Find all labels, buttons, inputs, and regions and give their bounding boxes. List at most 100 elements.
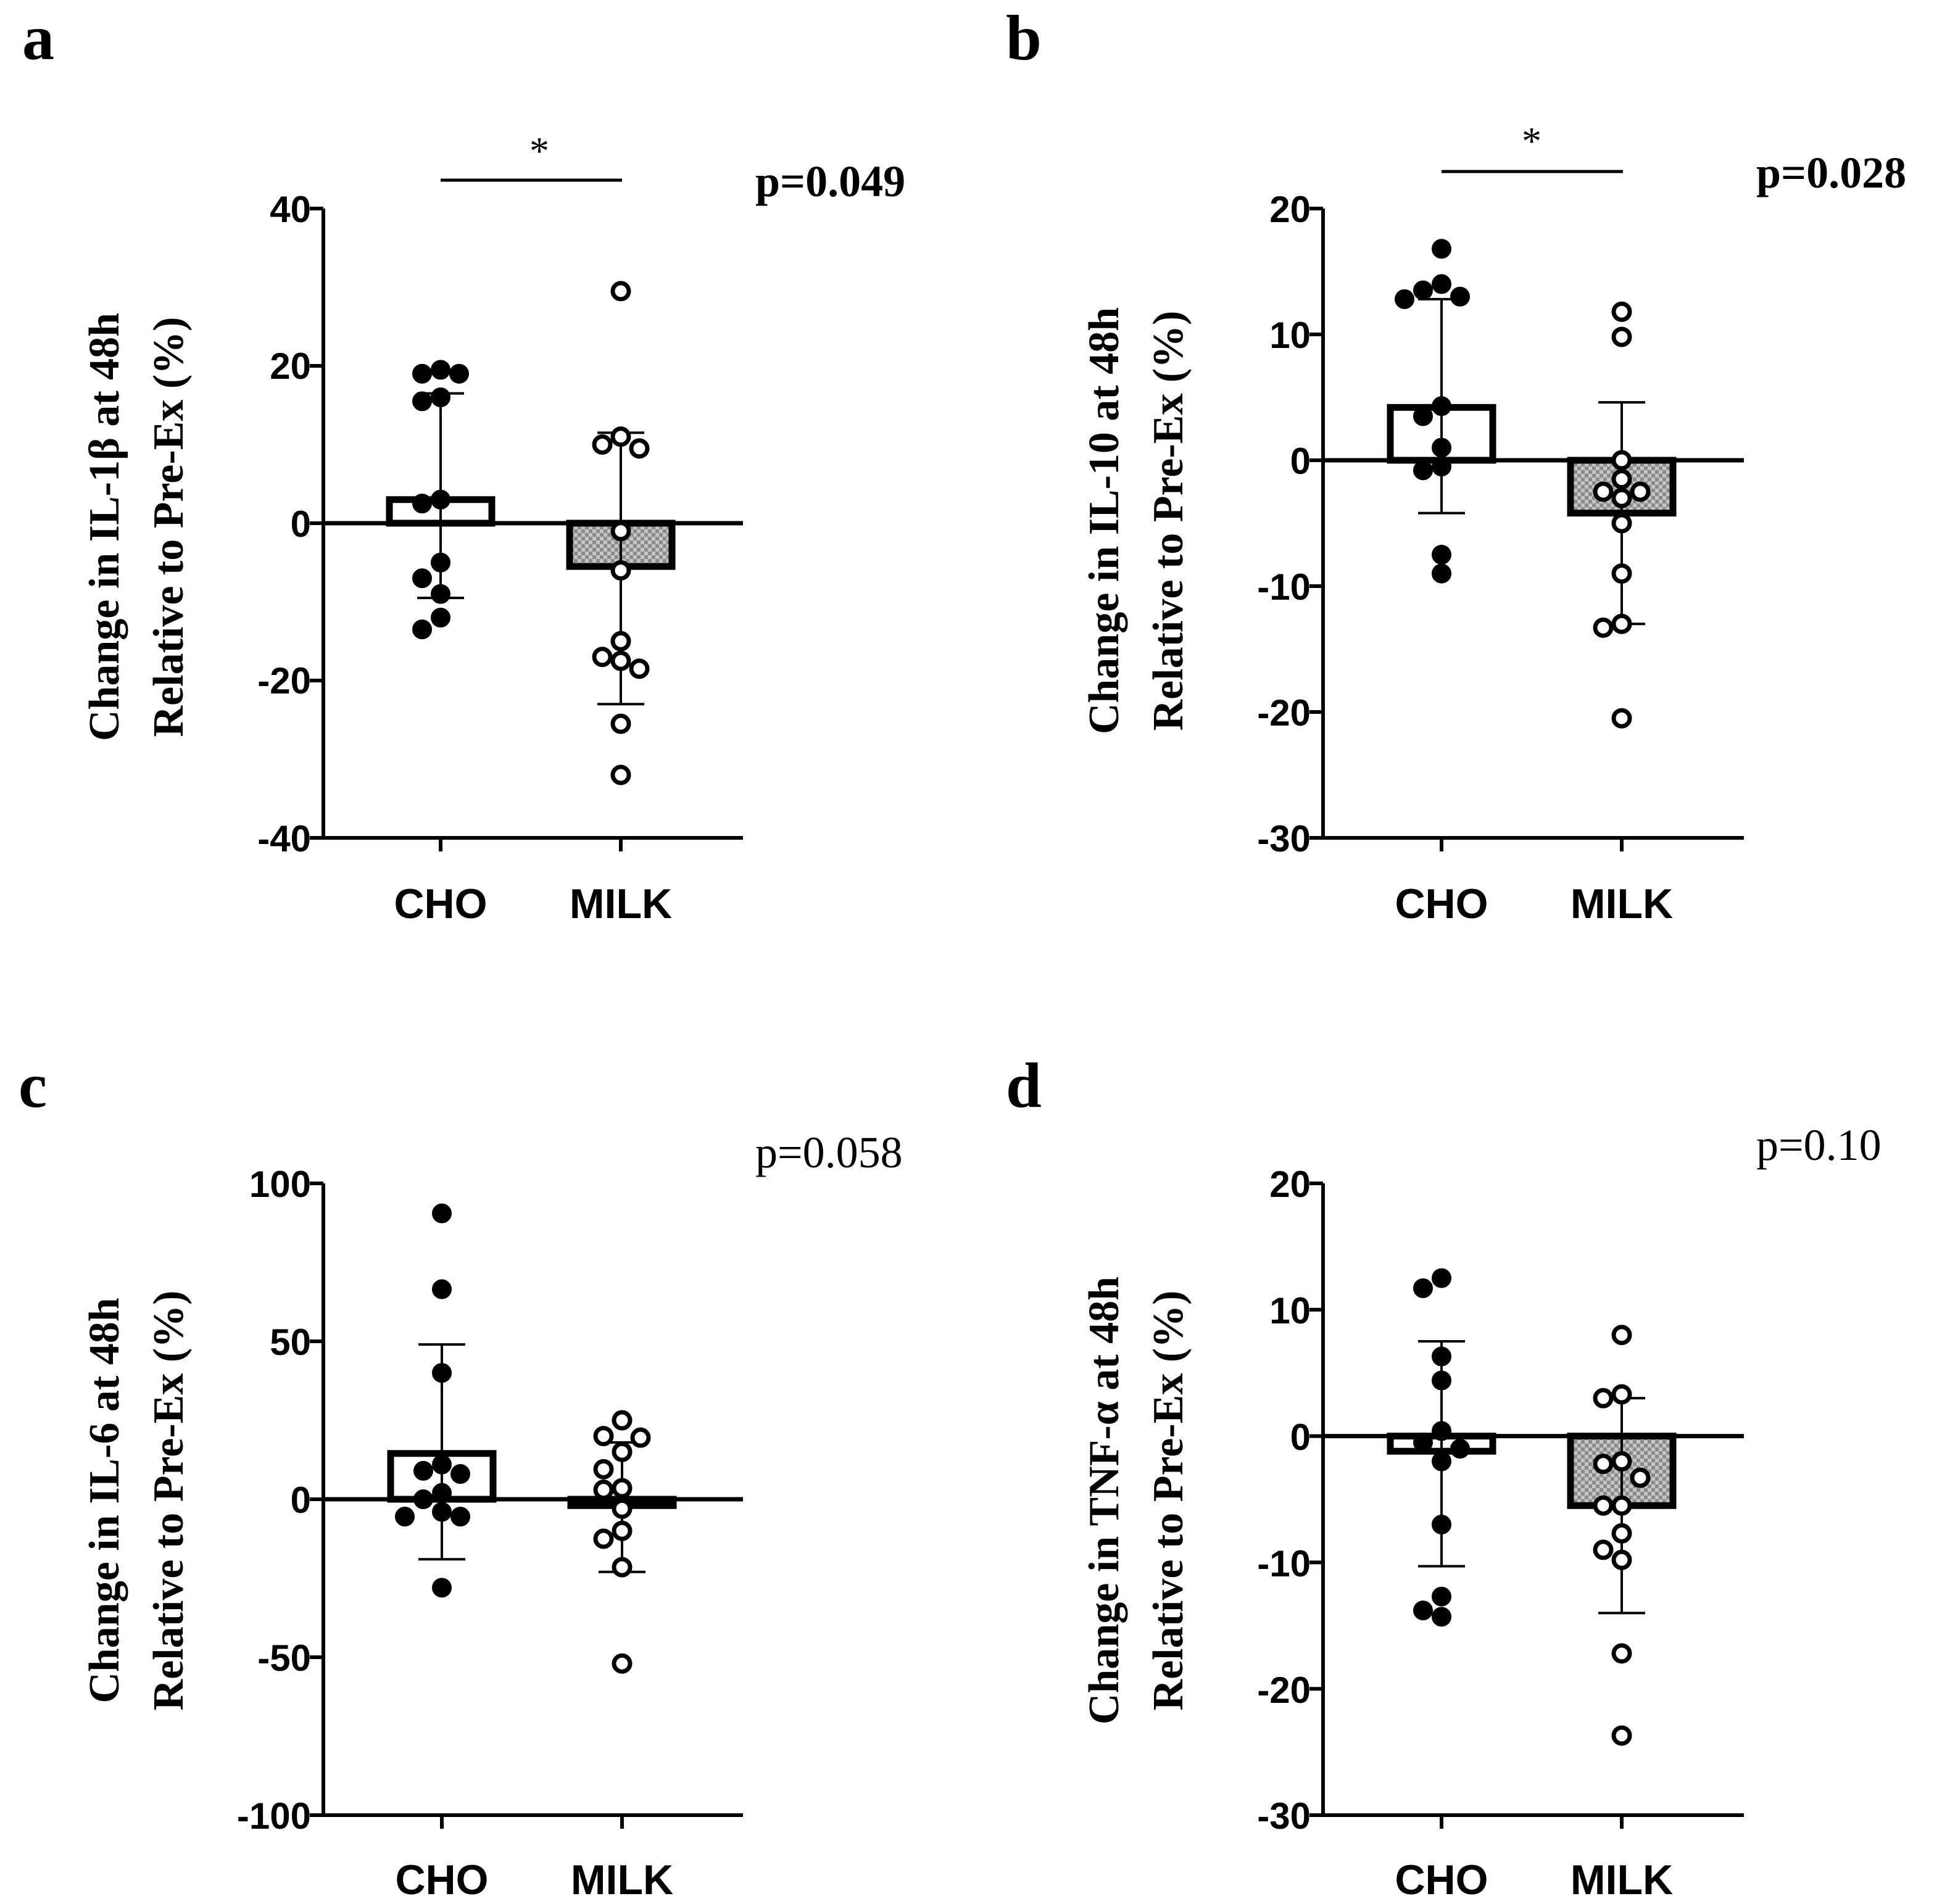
plot-area-c: [310, 1182, 743, 1829]
data-point-milk: [593, 1480, 614, 1500]
data-point-milk: [630, 1427, 651, 1448]
data-point-milk: [1611, 469, 1632, 490]
data-point-milk: [1611, 301, 1632, 322]
data-point-cho: [1413, 1432, 1433, 1452]
data-point-cho: [412, 494, 432, 514]
data-point-cho: [1432, 1514, 1451, 1534]
data-point-cho: [432, 1279, 452, 1299]
y-tick-label-a-3: -20: [257, 660, 311, 702]
data-point-cho: [432, 1502, 452, 1522]
panel-letter-c: c: [19, 1050, 47, 1121]
data-point-cho: [412, 619, 432, 640]
data-point-milk: [1630, 1467, 1651, 1488]
y-tick-label-b-2: 0: [1290, 441, 1311, 482]
data-point-cho: [1432, 563, 1451, 584]
data-point-milk: [1611, 1451, 1632, 1472]
data-point-cho: [431, 552, 450, 573]
significance-star-b: *: [1522, 119, 1542, 163]
data-point-milk: [1593, 481, 1614, 502]
panel-b: b * p=0.028 Change in IL-10 at 48h Relat…: [1006, 2, 1906, 927]
plot-area-b: [1309, 207, 1744, 851]
data-point-cho: [1432, 1268, 1451, 1288]
data-point-milk: [612, 1498, 633, 1519]
data-point-cho: [1413, 1600, 1433, 1621]
y-tick-label-b-4: -20: [1257, 692, 1311, 734]
x-category-label-b-milk: MILK: [1571, 880, 1673, 927]
data-point-milk: [612, 1441, 633, 1462]
data-point-cho: [431, 608, 450, 627]
data-point-milk: [1611, 1725, 1632, 1746]
y-tick-label-b-5: -30: [1257, 818, 1311, 859]
x-category-label-d-milk: MILK: [1571, 1856, 1673, 1903]
data-point-milk: [1611, 708, 1632, 729]
p-value-a: p=0.049: [755, 157, 905, 206]
data-point-milk: [610, 631, 631, 652]
data-point-milk: [1611, 1384, 1632, 1405]
data-point-cho: [450, 1507, 470, 1527]
y-tick-label-c-2: 0: [291, 1480, 311, 1521]
data-point-milk: [629, 438, 650, 459]
y-axis-label-a-line1: Change in IL-1β at 48h: [81, 313, 128, 741]
data-point-milk: [1611, 326, 1632, 347]
y-tick-label-a-2: 0: [291, 503, 311, 545]
data-point-cho: [1432, 457, 1451, 477]
p-value-b: p=0.028: [1756, 148, 1906, 197]
data-point-cho: [1450, 1439, 1470, 1459]
data-point-cho: [413, 1489, 433, 1509]
y-tick-label-d-2: 0: [1290, 1417, 1311, 1458]
data-point-cho: [432, 1483, 452, 1503]
data-point-milk: [593, 1459, 614, 1480]
y-tick-label-c-1: 50: [270, 1322, 311, 1363]
data-point-milk: [610, 650, 631, 671]
data-point-milk: [612, 1653, 633, 1674]
y-tick-label-a-4: -40: [257, 818, 311, 859]
data-point-milk: [593, 1528, 614, 1549]
data-point-cho: [450, 1464, 470, 1484]
data-point-cho: [1450, 286, 1470, 307]
y-tick-label-a-1: 20: [270, 346, 311, 387]
y-tick-label-d-0: 20: [1269, 1164, 1311, 1205]
x-category-label-a-milk: MILK: [570, 880, 672, 927]
x-category-label-c-cho: CHO: [395, 1856, 488, 1903]
data-point-cho: [1395, 289, 1414, 309]
data-point-milk: [1611, 513, 1632, 534]
y-axis-label-b-line2: Relative to Pre-Ex (%): [1145, 311, 1192, 731]
data-point-cho: [1432, 1607, 1451, 1627]
y-axis-label-d-line1: Change in TNF-α at 48h: [1081, 1277, 1128, 1724]
data-point-cho: [1413, 460, 1433, 481]
panel-letter-a: a: [22, 2, 54, 73]
data-point-cho: [395, 1507, 415, 1527]
data-point-milk: [1611, 563, 1632, 584]
y-axis-label-a-line2: Relative to Pre-Ex (%): [145, 317, 193, 737]
data-point-cho: [1432, 396, 1451, 416]
data-point-cho: [1432, 1421, 1451, 1441]
data-point-cho: [431, 584, 450, 604]
data-point-milk: [610, 281, 631, 302]
data-point-milk: [593, 1426, 614, 1447]
data-point-milk: [1611, 613, 1632, 634]
x-category-label-a-cho: CHO: [394, 880, 487, 927]
data-point-cho: [1432, 1346, 1451, 1367]
data-point-cho: [1432, 274, 1451, 294]
data-point-cho: [1413, 406, 1433, 426]
data-point-cho: [432, 1203, 452, 1223]
y-tick-label-d-3: -10: [1257, 1543, 1311, 1584]
data-point-cho: [431, 360, 450, 380]
data-point-milk: [1611, 1643, 1632, 1664]
data-point-milk: [629, 658, 650, 679]
panel-a: a * p=0.049 Change in IL-1β at 48h Relat…: [22, 2, 905, 927]
y-tick-label-c-0: 100: [249, 1164, 311, 1205]
data-point-milk: [1611, 1495, 1632, 1516]
data-point-milk: [610, 560, 631, 581]
significance-star-a: *: [529, 129, 549, 173]
data-point-cho: [431, 387, 450, 407]
data-point-cho: [1432, 437, 1451, 458]
data-point-milk: [1611, 1325, 1632, 1346]
data-point-milk: [592, 434, 613, 455]
data-point-milk: [612, 1557, 633, 1578]
y-tick-label-b-0: 20: [1269, 189, 1311, 230]
panel-letter-b: b: [1006, 2, 1042, 73]
plot-area-d: [1309, 1182, 1744, 1829]
data-point-milk: [1593, 1495, 1614, 1516]
